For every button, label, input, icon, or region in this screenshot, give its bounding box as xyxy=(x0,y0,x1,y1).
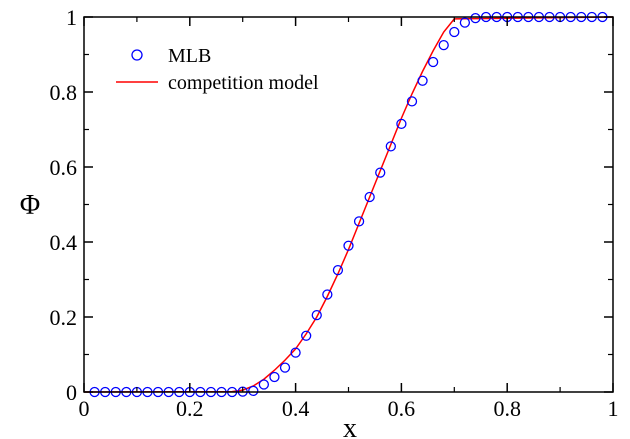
mlb-data-point xyxy=(248,385,259,397)
tick-labels: 0 0.2 0.4 0.6 0.8 1 0 0.2 0.4 0.6 0.8 1 xyxy=(50,5,619,421)
x-tick-label: 1 xyxy=(608,396,619,421)
x-tick-label: 0.2 xyxy=(176,396,204,421)
mlb-data-point xyxy=(343,240,354,251)
mlb-data-point xyxy=(459,17,471,28)
x-tick-label: 0.4 xyxy=(282,396,310,421)
legend-mlb-marker xyxy=(131,49,143,61)
mlb-data-point xyxy=(385,141,396,152)
x-tick-label: 0 xyxy=(79,396,90,421)
y-tick-label: 1 xyxy=(66,5,77,30)
mlb-data-point xyxy=(301,330,312,341)
mlb-data-point xyxy=(470,12,481,24)
x-tick-label: 0.8 xyxy=(493,396,521,421)
mlb-data-point xyxy=(417,75,428,86)
mlb-data-point xyxy=(406,96,418,107)
y-tick-label: 0.6 xyxy=(50,155,78,180)
mlb-data-point xyxy=(258,379,270,390)
mlb-data-point xyxy=(322,289,333,300)
mlb-data-point xyxy=(290,347,301,358)
legend-competition-label: competition model xyxy=(168,72,319,94)
mlb-data-point xyxy=(438,39,449,51)
y-tick-label: 0 xyxy=(66,380,77,405)
axis-ticks xyxy=(83,16,614,393)
mlb-data-point xyxy=(364,191,375,203)
mlb-data-point xyxy=(375,167,386,178)
y-tick-label: 0.2 xyxy=(50,305,78,330)
y-tick-label: 0.8 xyxy=(50,80,78,105)
x-tick-label: 0.6 xyxy=(388,396,416,421)
mlb-data-point xyxy=(449,26,460,38)
y-tick-label: 0.4 xyxy=(50,230,78,255)
mlb-data-point xyxy=(311,309,322,321)
mlb-data-point xyxy=(427,56,439,68)
x-axis-label: x xyxy=(343,413,357,439)
mlb-data-point xyxy=(332,264,344,276)
mlb-data-point xyxy=(279,362,291,373)
mlb-data-point xyxy=(353,216,365,227)
y-axis-label: Φ xyxy=(20,190,40,221)
legend-mlb-label: MLB xyxy=(168,45,211,67)
mlb-data-point xyxy=(396,118,407,130)
legend: MLB competition model xyxy=(116,45,319,94)
mlb-data-point xyxy=(269,371,280,383)
